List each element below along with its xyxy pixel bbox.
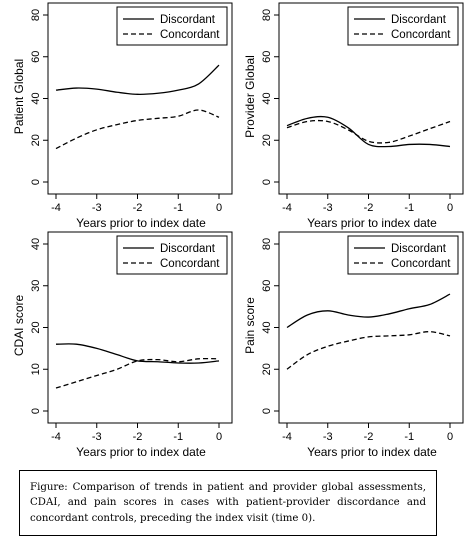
- figure-panels: 0 20 40 60 80 -4 -3 -2 -1 0 Years prior to index d…: [12, 2, 464, 459]
- y-tick-label: 40: [30, 92, 42, 104]
- legend-label-discordant: Discordant: [160, 14, 216, 26]
- y-tick-label: 0: [261, 179, 273, 185]
- y-tick-label: 80: [30, 9, 42, 21]
- x-tick-label: -2: [133, 431, 143, 443]
- series-line-concordant: [286, 331, 451, 370]
- y-tick-label: 0: [261, 408, 273, 414]
- x-tick-label: -3: [92, 202, 102, 214]
- x-axis-label: Years prior to index date: [76, 445, 206, 459]
- legend-box: [347, 235, 459, 275]
- x-axis-label: Years prior to index date: [307, 216, 437, 230]
- y-axis-label: CDAI score: [12, 295, 26, 357]
- series-line-concordant: [286, 119, 451, 144]
- y-tick-label: 80: [261, 9, 273, 21]
- x-tick-label: -1: [404, 202, 414, 214]
- y-tick-label: 20: [30, 321, 42, 333]
- y-tick-label: 30: [30, 280, 42, 292]
- series-line-concordant: [55, 109, 220, 150]
- series-line-discordant: [286, 115, 451, 148]
- y-tick-label: 60: [261, 51, 273, 63]
- legend-box: [347, 6, 459, 46]
- x-axis-label: Years prior to index date: [307, 445, 437, 459]
- chart-panel: 0 20 40 60 80 -4 -3 -2 -1 0 Years prior to index d…: [12, 2, 233, 230]
- series-line-discordant: [55, 343, 220, 364]
- y-tick-label: 40: [261, 92, 273, 104]
- chart-panel: 0 10 20 30 40 -4 -3 -2 -1 0 Years prior to index d…: [12, 231, 233, 459]
- x-tick-label: 0: [216, 431, 222, 443]
- chart-panel: 0 20 40 60 80 -4 -3 -2 -1 0 Years prior to index d…: [243, 231, 464, 459]
- x-tick-label: -3: [323, 431, 333, 443]
- x-tick-label: -4: [51, 202, 61, 214]
- legend-box: [116, 6, 228, 46]
- y-tick-label: 40: [261, 321, 273, 333]
- y-tick-label: 60: [30, 51, 42, 63]
- y-tick-label: 80: [261, 238, 273, 250]
- legend-label-discordant: Discordant: [391, 14, 447, 26]
- y-tick-label: 0: [30, 408, 42, 414]
- series-line-concordant: [55, 357, 220, 389]
- legend-label-concordant: Concordant: [160, 29, 220, 41]
- y-axis-label: Pain score: [243, 297, 257, 354]
- chart-panel: 0 20 40 60 80 -4 -3 -2 -1 0 Years prior to index d…: [243, 2, 464, 230]
- legend-label-concordant: Concordant: [391, 258, 451, 270]
- y-tick-label: 0: [30, 179, 42, 185]
- x-tick-label: -3: [92, 431, 102, 443]
- x-tick-label: -2: [133, 202, 143, 214]
- x-tick-label: -4: [51, 431, 61, 443]
- series-line-discordant: [286, 293, 451, 329]
- x-tick-label: 0: [447, 431, 453, 443]
- x-tick-label: -1: [404, 431, 414, 443]
- y-axis-label: Patient Global: [12, 59, 26, 134]
- x-tick-label: -3: [323, 202, 333, 214]
- series-line-discordant: [55, 64, 220, 96]
- x-tick-label: 0: [216, 202, 222, 214]
- x-tick-label: -4: [282, 431, 292, 443]
- x-tick-label: -4: [282, 202, 292, 214]
- legend-label-concordant: Concordant: [391, 29, 451, 41]
- y-tick-label: 20: [261, 363, 273, 375]
- figure-caption: Figure: Comparison of trends in patient …: [19, 470, 437, 536]
- legend-label-discordant: Discordant: [391, 243, 447, 255]
- y-tick-label: 20: [30, 134, 42, 146]
- y-tick-label: 20: [261, 134, 273, 146]
- x-tick-label: -1: [173, 431, 183, 443]
- x-tick-label: -2: [364, 202, 374, 214]
- x-tick-label: -2: [364, 431, 374, 443]
- y-axis-label: Provider Global: [243, 55, 257, 138]
- y-tick-label: 60: [261, 280, 273, 292]
- x-axis-label: Years prior to index date: [76, 216, 206, 230]
- x-tick-label: -1: [173, 202, 183, 214]
- x-tick-label: 0: [447, 202, 453, 214]
- y-tick-label: 40: [30, 238, 42, 250]
- y-tick-label: 10: [30, 363, 42, 375]
- legend-label-concordant: Concordant: [160, 258, 220, 270]
- legend-label-discordant: Discordant: [160, 243, 216, 255]
- legend-box: [116, 235, 228, 275]
